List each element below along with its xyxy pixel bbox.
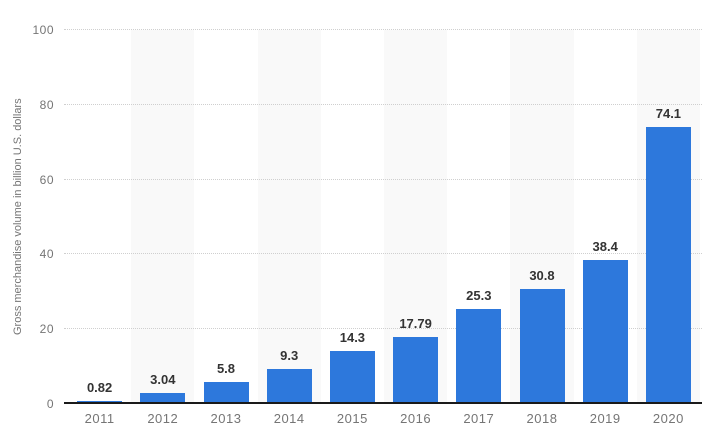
- value-label: 3.04: [150, 372, 176, 387]
- bar[interactable]: [456, 309, 502, 404]
- y-tick-label: 80: [39, 97, 54, 112]
- value-label: 0.82: [86, 380, 113, 395]
- gridline: [64, 29, 702, 30]
- x-tick-label: 2014: [273, 411, 305, 426]
- value-label: 25.3: [466, 288, 492, 303]
- bar[interactable]: [266, 369, 312, 404]
- plot-band: [257, 30, 321, 404]
- x-axis-line: [64, 402, 702, 404]
- y-tick-label: 100: [32, 23, 54, 37]
- value-label: 38.4: [592, 239, 618, 254]
- y-tick-label: 20: [39, 322, 54, 337]
- plot-band: [131, 30, 195, 404]
- y-tick-label: 0: [46, 397, 54, 411]
- bar[interactable]: [582, 260, 628, 404]
- x-tick-label: 2015: [336, 411, 368, 426]
- value-label: 17.79: [399, 316, 432, 331]
- x-tick-label: 2017: [463, 411, 495, 426]
- x-tick-label: 2013: [210, 411, 242, 426]
- gridline: [64, 328, 702, 330]
- x-tick-label: 2020: [652, 411, 684, 426]
- x-tick-label: 2016: [400, 411, 432, 426]
- bar[interactable]: [203, 382, 249, 404]
- x-tick-label: 2011: [84, 411, 115, 426]
- value-label: 5.8: [216, 361, 236, 376]
- x-tick-label: 2018: [526, 411, 558, 426]
- bar[interactable]: [329, 351, 375, 404]
- gridline: [64, 178, 702, 180]
- value-label: 9.3: [280, 348, 299, 363]
- y-tick-label: 40: [39, 247, 54, 262]
- y-tick-label: 60: [39, 172, 54, 187]
- gridline: [64, 253, 702, 255]
- value-label: 74.1: [655, 106, 682, 121]
- bar[interactable]: [140, 393, 186, 404]
- value-label: 30.8: [529, 268, 555, 283]
- bar[interactable]: [519, 289, 565, 404]
- bar[interactable]: [393, 337, 439, 404]
- x-tick-label: 2012: [147, 411, 179, 426]
- gridline: [64, 103, 702, 105]
- bar[interactable]: [645, 127, 691, 404]
- x-tick-label: 2019: [589, 411, 621, 426]
- value-label: 14.3: [339, 330, 366, 345]
